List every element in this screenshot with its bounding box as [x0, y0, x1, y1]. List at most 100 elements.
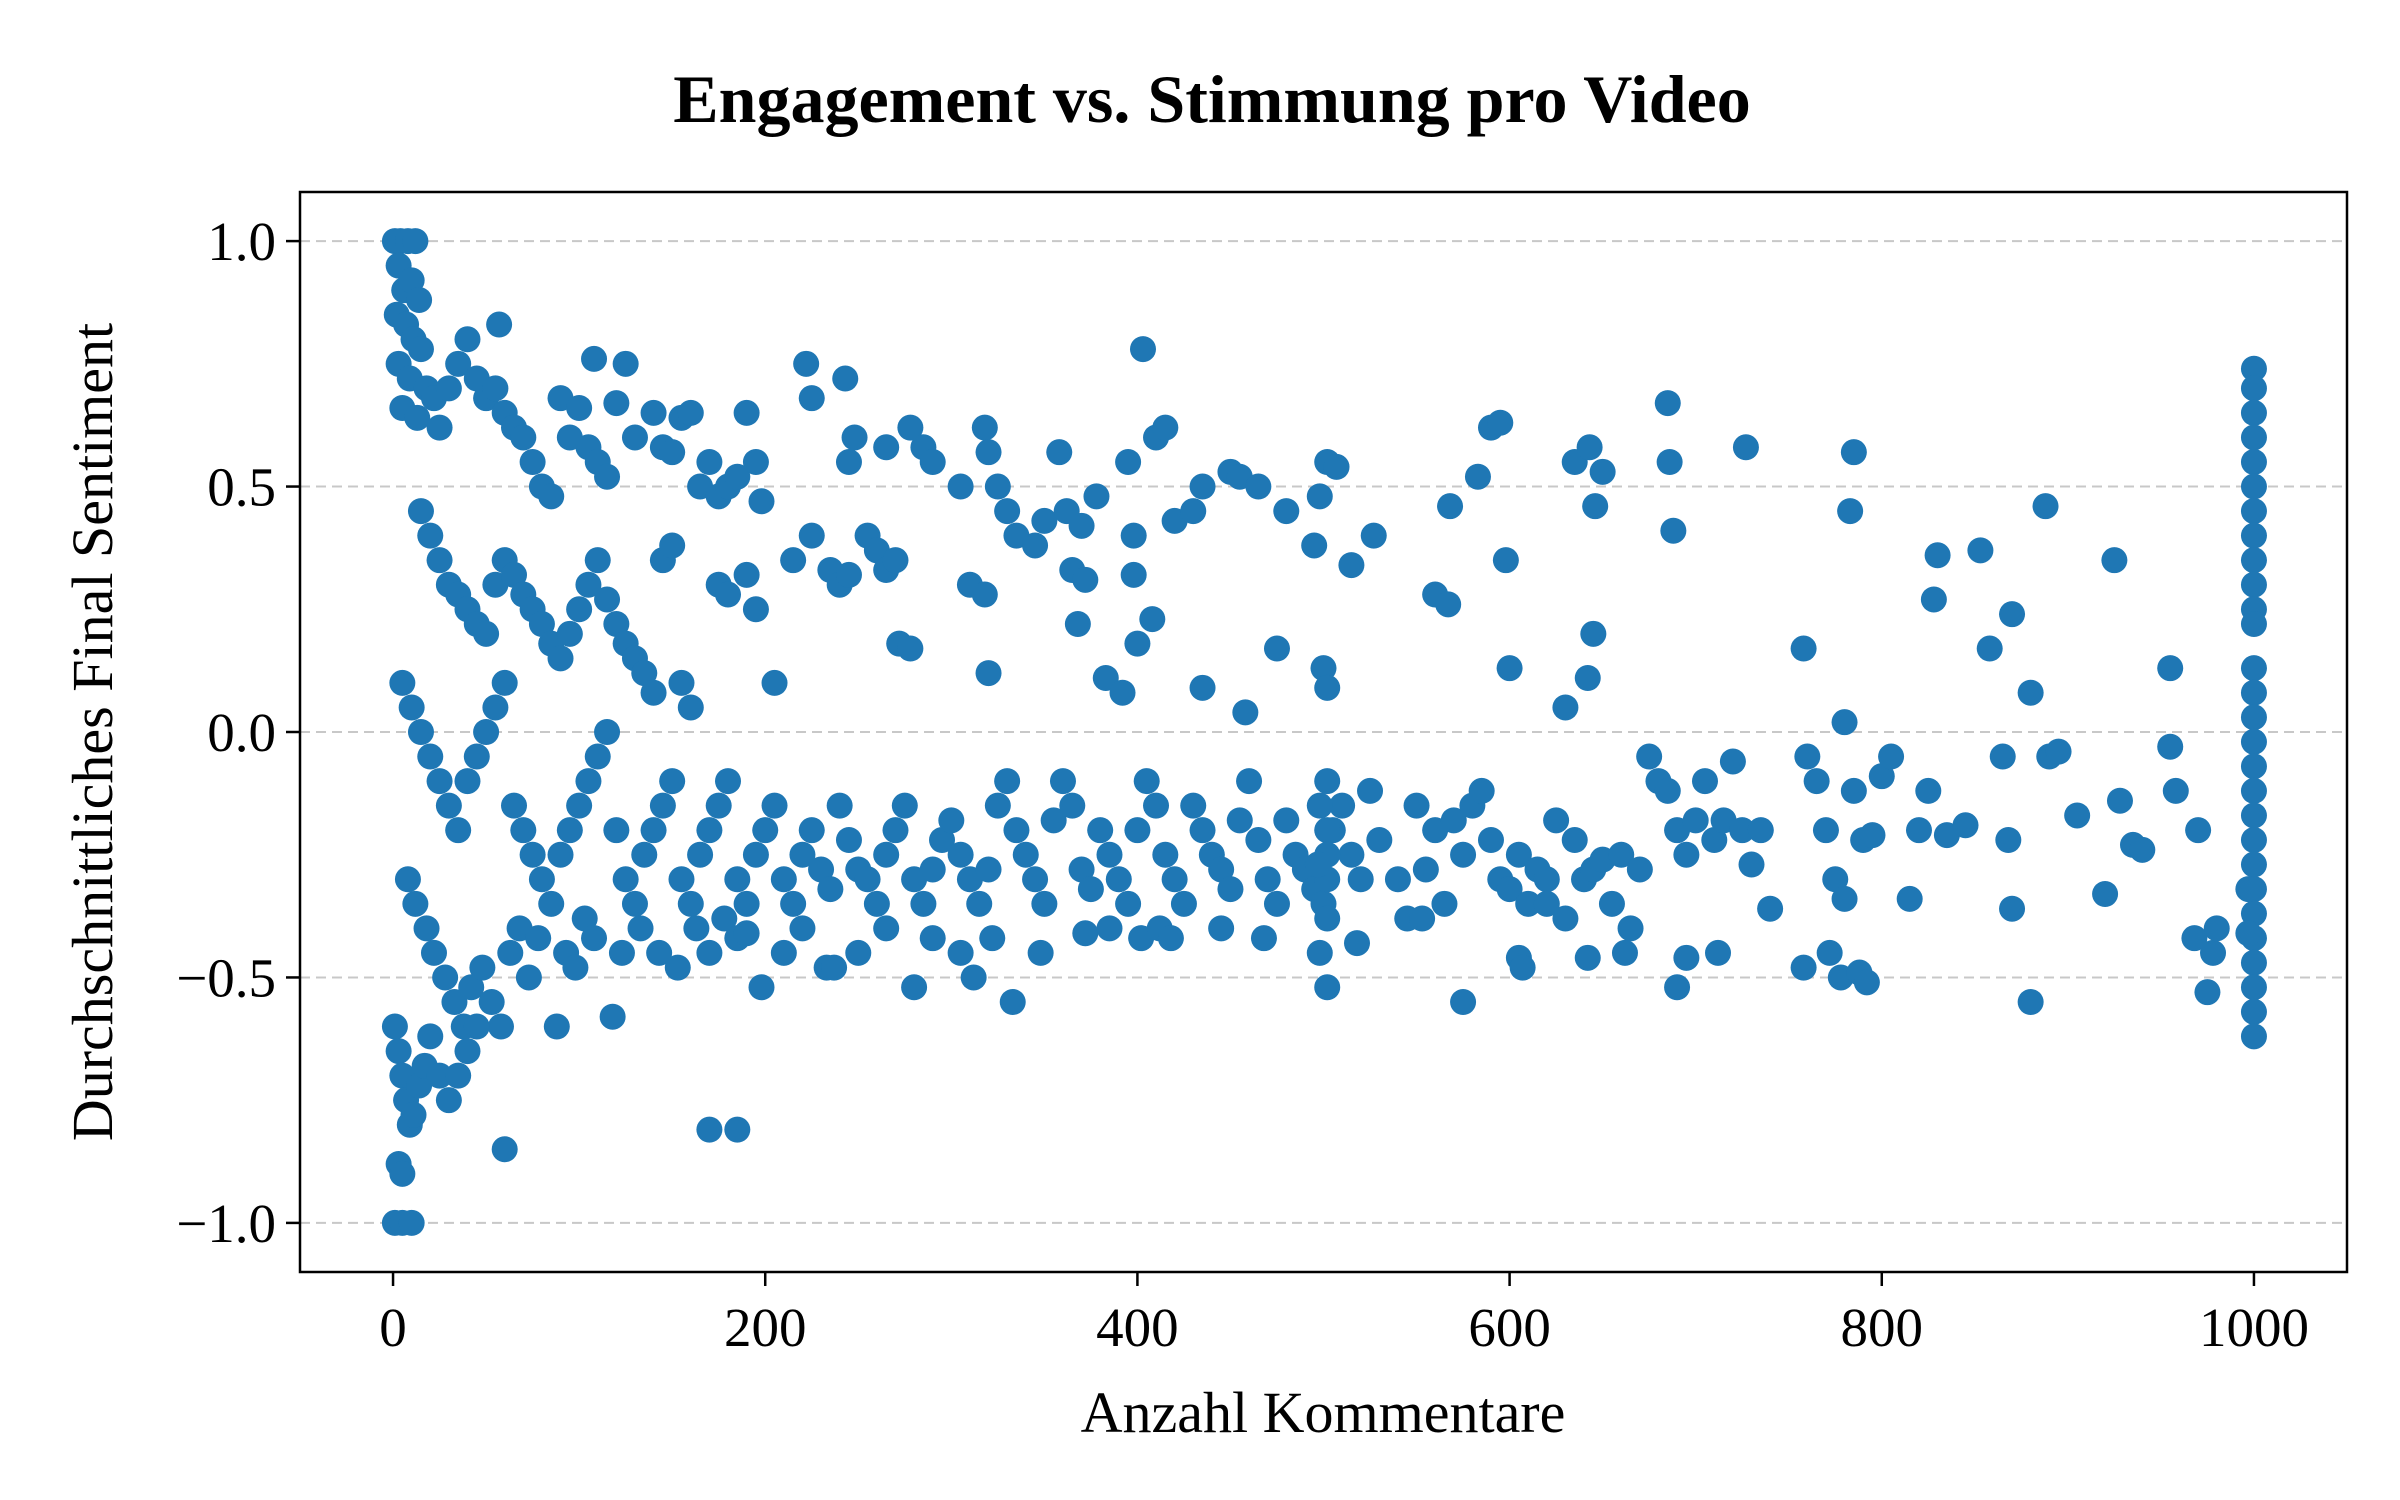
data-point: [798, 522, 825, 549]
data-point: [705, 792, 732, 819]
data-point: [960, 964, 987, 991]
y-tick-label: 0.0: [207, 702, 276, 763]
data-point: [1087, 817, 1114, 844]
y-tick-label: 0.5: [207, 457, 276, 518]
data-point: [478, 989, 505, 1015]
data-point: [1022, 532, 1049, 559]
data-point: [417, 743, 444, 770]
data-point: [417, 522, 444, 549]
data-points: [381, 228, 2267, 1236]
data-point: [668, 669, 695, 696]
data-point: [835, 561, 862, 588]
data-point: [938, 807, 965, 834]
data-point: [1092, 665, 1119, 691]
data-point: [2240, 399, 2267, 426]
data-point: [789, 841, 816, 868]
data-point: [510, 424, 537, 451]
data-point: [2157, 655, 2184, 682]
data-point: [994, 768, 1021, 795]
data-point: [398, 1209, 425, 1236]
data-point: [1232, 699, 1259, 726]
data-point: [389, 669, 416, 696]
data-point: [2045, 738, 2072, 765]
data-point: [435, 375, 462, 402]
data-point: [1654, 390, 1681, 417]
data-point: [1129, 336, 1156, 363]
data-point: [603, 611, 630, 637]
data-point: [845, 939, 872, 966]
data-point: [556, 620, 583, 647]
data-point: [1701, 827, 1728, 853]
data-point: [621, 424, 648, 451]
data-point: [863, 890, 890, 917]
data-point: [463, 1013, 490, 1040]
data-point: [381, 1013, 408, 1040]
data-point: [1533, 890, 1560, 917]
data-point: [1208, 856, 1235, 883]
data-point: [1840, 777, 1867, 804]
data-point: [1357, 777, 1384, 804]
data-point: [2106, 787, 2133, 814]
data-point: [1812, 817, 1839, 844]
data-point: [594, 463, 621, 490]
data-point: [426, 414, 453, 441]
data-point: [1189, 473, 1216, 500]
data-point: [1582, 493, 1609, 520]
data-point: [2240, 949, 2267, 976]
data-point: [543, 1013, 570, 1040]
data-point: [1790, 635, 1817, 662]
data-point: [1329, 792, 1356, 819]
data-point: [1310, 655, 1337, 682]
x-axis-ticks: 0 200 400 600 800 1000: [379, 1272, 2309, 1358]
data-point: [1552, 905, 1579, 932]
data-point: [584, 547, 611, 574]
data-point: [458, 974, 485, 1001]
data-point: [2235, 876, 2262, 903]
data-point: [1208, 915, 1235, 942]
data-point: [919, 856, 946, 883]
data-point: [910, 890, 937, 917]
data-point: [947, 841, 974, 868]
data-point: [897, 635, 924, 662]
data-point: [398, 267, 425, 294]
data-point: [1794, 743, 1821, 770]
data-point: [1139, 606, 1166, 633]
data-point: [2032, 493, 2059, 520]
data-point: [1431, 890, 1458, 917]
data-point: [975, 439, 1002, 466]
data-point: [404, 404, 431, 431]
data-point: [1412, 856, 1439, 883]
data-point: [1083, 483, 1110, 510]
data-point: [528, 611, 555, 637]
data-point: [631, 841, 658, 868]
data-point: [1077, 876, 1104, 903]
data-point: [402, 890, 429, 917]
data-point: [1143, 792, 1170, 819]
data-point: [1896, 885, 1923, 912]
data-point: [491, 669, 518, 696]
y-axis-ticks: 1.0 0.5 0.0 −0.5 −1.0: [176, 211, 300, 1254]
data-point: [1314, 674, 1341, 701]
data-point: [659, 532, 686, 559]
data-point: [752, 817, 779, 844]
data-point: [556, 817, 583, 844]
data-point: [1822, 866, 1849, 893]
data-point: [1049, 768, 1076, 795]
data-point: [1245, 473, 1272, 500]
data-point: [975, 856, 1002, 883]
data-point: [2200, 939, 2227, 966]
data-point: [2101, 547, 2128, 574]
data-point: [407, 719, 434, 745]
data-point: [1757, 895, 1784, 922]
data-point: [1046, 439, 1073, 466]
data-point: [463, 743, 490, 770]
data-point: [445, 817, 472, 844]
data-point: [1105, 866, 1132, 893]
data-point: [808, 856, 835, 883]
data-point: [2017, 989, 2044, 1015]
x-tick-label: 600: [1468, 1297, 1551, 1358]
data-point: [1967, 537, 1994, 564]
data-point: [581, 925, 608, 952]
data-point: [413, 915, 440, 942]
data-point: [2240, 655, 2267, 682]
